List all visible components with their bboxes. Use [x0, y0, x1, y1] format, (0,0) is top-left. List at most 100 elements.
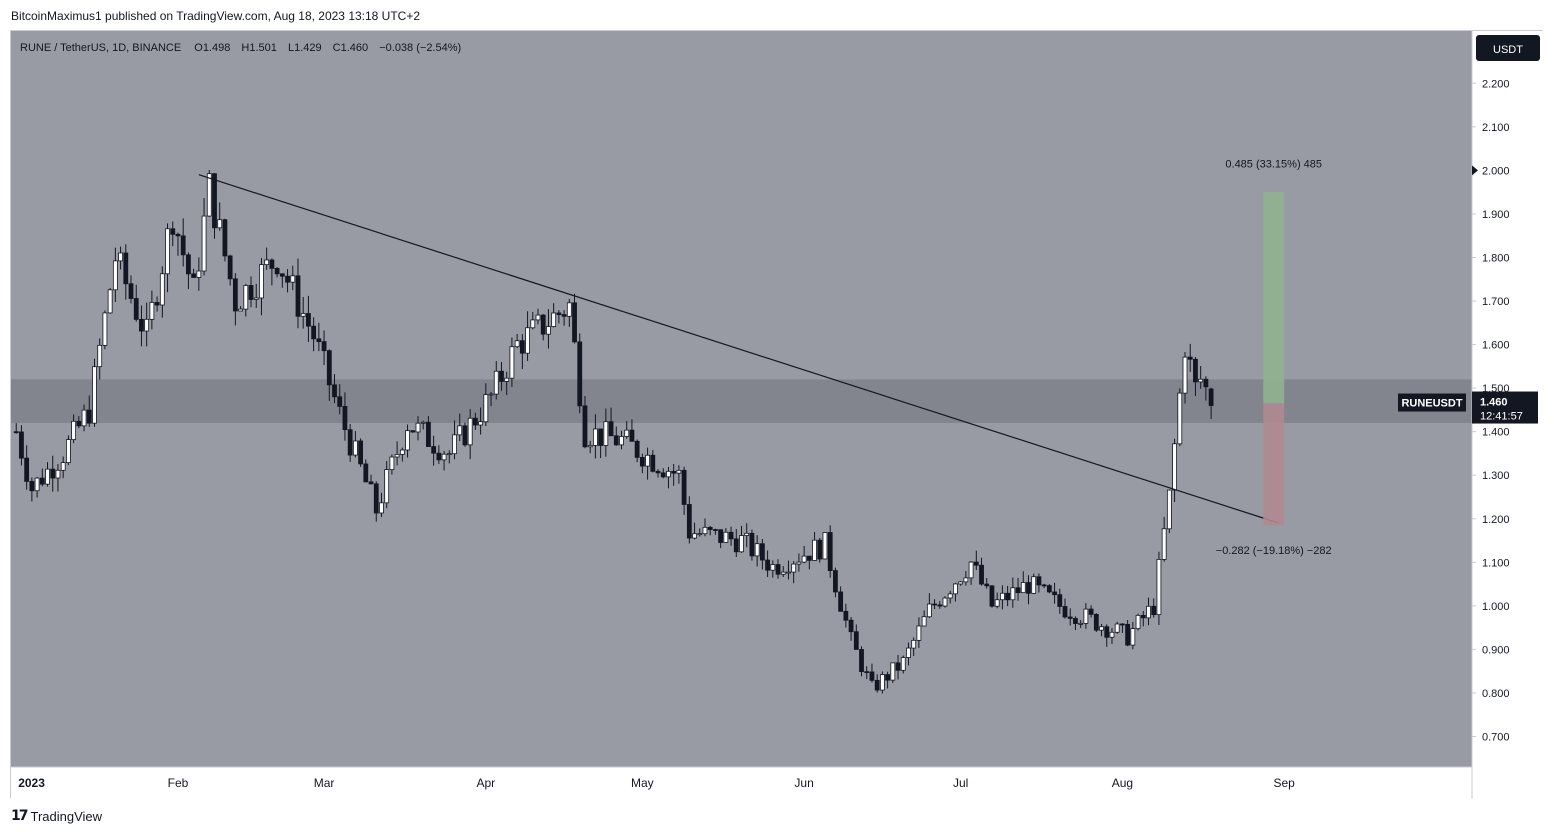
candle: [577, 333, 583, 414]
candle: [452, 420, 457, 460]
profit-zone[interactable]: [1263, 192, 1285, 404]
candle: [212, 173, 217, 239]
candle: [989, 585, 995, 608]
candle: [906, 642, 911, 666]
candle: [368, 474, 374, 485]
candle-body: [420, 421, 426, 424]
candle-body: [399, 449, 405, 455]
candle-body: [1104, 626, 1110, 638]
candle-body: [232, 278, 238, 312]
candle: [613, 426, 619, 446]
tradingview-logo[interactable]: 17 TradingView: [11, 808, 102, 824]
candle-body: [24, 457, 30, 482]
candle: [942, 596, 948, 608]
candle: [739, 525, 744, 553]
candle-body: [107, 289, 113, 314]
candle: [300, 297, 306, 329]
candle-body: [384, 469, 390, 504]
candle-body: [979, 564, 984, 585]
candle: [227, 254, 233, 286]
candle-body: [577, 341, 583, 407]
candle: [1041, 583, 1047, 589]
candle: [1140, 610, 1146, 627]
candle: [352, 431, 358, 458]
candle-body: [556, 312, 562, 315]
candle-body: [733, 538, 739, 553]
candle-body: [290, 275, 296, 283]
candle-body: [45, 468, 50, 485]
candle-body: [1046, 585, 1052, 593]
currency-badge[interactable]: USDT: [1476, 35, 1540, 61]
chart-frame[interactable]: 0.485 (33.15%) 485 −0.282 (−19.18%) −282…: [10, 30, 1544, 799]
candle-body: [29, 481, 35, 492]
candle: [389, 454, 395, 475]
candle: [13, 423, 19, 434]
y-tick-label: 2.100: [1482, 122, 1510, 134]
candle: [191, 268, 197, 278]
candle: [1093, 613, 1099, 633]
candle: [1114, 621, 1120, 634]
y-tick-label: 1.700: [1482, 296, 1510, 308]
candle: [1182, 352, 1188, 404]
price-axis[interactable]: 2.2002.1002.0001.9001.8001.7001.6001.500…: [1472, 78, 1510, 744]
candle-body: [149, 302, 155, 320]
time-axis[interactable]: 2023 Feb Mar Apr May Jun Jul Aug Sep: [18, 776, 1295, 790]
candle: [556, 310, 562, 324]
candle: [170, 221, 176, 247]
candle: [243, 283, 249, 317]
candle-body: [1140, 614, 1146, 619]
candle-body: [587, 445, 593, 448]
candle: [441, 450, 447, 471]
candle: [1062, 598, 1068, 619]
candle-body: [744, 532, 750, 536]
candle-body: [817, 539, 823, 560]
candle: [686, 496, 692, 544]
candle: [801, 545, 807, 564]
candle-body: [900, 657, 906, 671]
candle-body: [279, 273, 285, 277]
candle-body: [540, 314, 546, 335]
candle-body: [890, 662, 896, 681]
candle: [290, 265, 296, 291]
candle: [827, 525, 833, 578]
x-tick-label: Sep: [1273, 776, 1295, 790]
candle-body: [989, 585, 995, 607]
candle-body: [686, 504, 692, 539]
candle: [144, 302, 150, 347]
candle: [838, 586, 844, 612]
candle: [1203, 376, 1209, 401]
price-chart[interactable]: 0.485 (33.15%) 485 −0.282 (−19.18%) −282…: [11, 31, 1544, 799]
candle-body: [786, 571, 791, 574]
candle: [483, 383, 489, 426]
candle: [128, 275, 134, 304]
candle-body: [248, 285, 254, 300]
candle-body: [968, 561, 974, 579]
candle: [540, 314, 546, 341]
candle: [1151, 598, 1157, 618]
candle: [81, 404, 87, 432]
candle-body: [859, 649, 864, 673]
candle: [488, 391, 494, 407]
candle: [1078, 620, 1084, 629]
candle: [530, 311, 536, 330]
candle: [603, 408, 609, 457]
candle: [916, 617, 922, 648]
candle: [1046, 584, 1052, 594]
candle: [1083, 603, 1089, 629]
candle-body: [1057, 594, 1063, 607]
candle-body: [739, 535, 744, 553]
candle-body: [76, 420, 82, 427]
y-tick-label: 1.800: [1482, 252, 1510, 264]
candle-body: [911, 639, 917, 649]
descending-trendline[interactable]: [198, 174, 1280, 524]
candle: [457, 413, 463, 442]
candle-body: [1083, 608, 1089, 624]
candle-body: [467, 417, 473, 446]
candle-body: [259, 264, 264, 299]
candle: [107, 288, 113, 314]
candle-body: [1052, 591, 1057, 596]
candle: [472, 412, 478, 430]
candle: [358, 438, 363, 467]
loss-zone[interactable]: [1263, 403, 1285, 526]
candle-body: [243, 285, 249, 310]
